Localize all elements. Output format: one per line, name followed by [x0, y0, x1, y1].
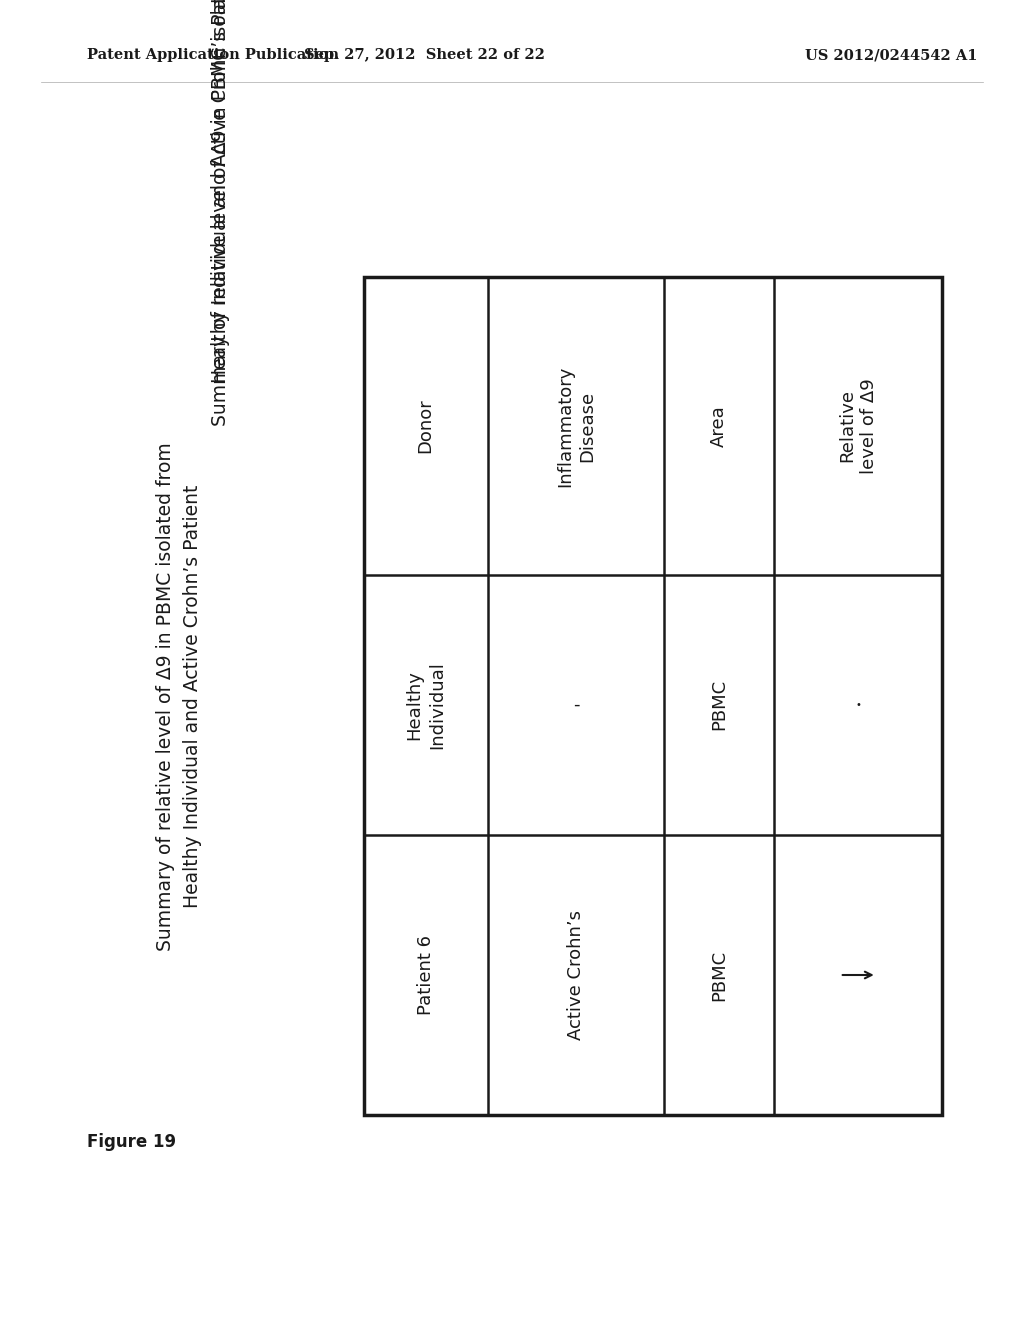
Text: Sep. 27, 2012  Sheet 22 of 22: Sep. 27, 2012 Sheet 22 of 22 — [304, 49, 546, 62]
Text: Summary of relative level of Δ9 in PBMC isolated from: Summary of relative level of Δ9 in PBMC … — [211, 0, 229, 426]
Text: Patient 6: Patient 6 — [417, 935, 435, 1015]
Text: Summary of relative level of Δ9 in PBMC isolated from
Healthy Individual and Act: Summary of relative level of Δ9 in PBMC … — [157, 442, 202, 950]
Text: Area: Area — [711, 405, 728, 447]
Text: PBMC: PBMC — [711, 949, 728, 1001]
Text: US 2012/0244542 A1: US 2012/0244542 A1 — [805, 49, 977, 62]
Text: Relative
level of Δ9: Relative level of Δ9 — [838, 378, 879, 474]
Text: Healthy
Individual: Healthy Individual — [406, 661, 445, 748]
Text: -: - — [572, 696, 580, 714]
Text: Patent Application Publication: Patent Application Publication — [87, 49, 339, 62]
Text: PBMC: PBMC — [711, 678, 728, 730]
Text: Figure 19: Figure 19 — [87, 1133, 176, 1151]
Text: Active Crohn’s: Active Crohn’s — [567, 909, 585, 1040]
Text: Healthy Individual and Active Crohn’s Patient: Healthy Individual and Active Crohn’s Pa… — [211, 0, 229, 383]
Text: Inflammatory
Disease: Inflammatory Disease — [556, 366, 596, 487]
Text: Donor: Donor — [417, 399, 435, 453]
Text: •: • — [855, 700, 861, 710]
Bar — [364, 277, 942, 1115]
